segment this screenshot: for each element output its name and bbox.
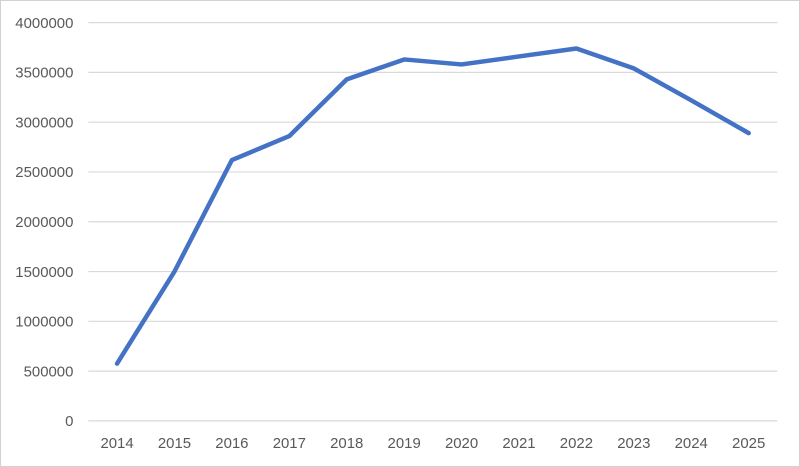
x-axis-tick-label: 2014 — [100, 435, 133, 452]
y-axis-tick-label: 3000000 — [15, 114, 73, 131]
x-axis-tick-label: 2022 — [560, 435, 593, 452]
x-axis-tick-label: 2019 — [388, 435, 421, 452]
x-axis-tick-label: 2015 — [158, 435, 191, 452]
x-axis-tick-label: 2017 — [273, 435, 306, 452]
y-axis-tick-label: 2500000 — [15, 164, 73, 181]
y-axis-tick-label: 4000000 — [15, 15, 73, 32]
y-axis-tick-label: 2000000 — [15, 214, 73, 231]
y-axis-tick-label: 1000000 — [15, 314, 73, 331]
y-axis-tick-label: 0 — [65, 413, 73, 430]
y-axis-tick-label: 500000 — [24, 363, 74, 380]
data-series-line — [114, 46, 751, 366]
x-axis-tick-label: 2018 — [330, 435, 363, 452]
x-axis-tick-label: 2023 — [617, 435, 650, 452]
x-axis-tick-label: 2020 — [445, 435, 478, 452]
x-axis-tick-label: 2025 — [732, 435, 765, 452]
x-axis-tick-label: 2021 — [502, 435, 535, 452]
y-axis-tick-label: 3500000 — [15, 65, 73, 82]
y-axis-tick-label: 1500000 — [15, 264, 73, 281]
x-axis-tick-label: 2024 — [675, 435, 708, 452]
x-axis-tick-label: 2016 — [215, 435, 248, 452]
